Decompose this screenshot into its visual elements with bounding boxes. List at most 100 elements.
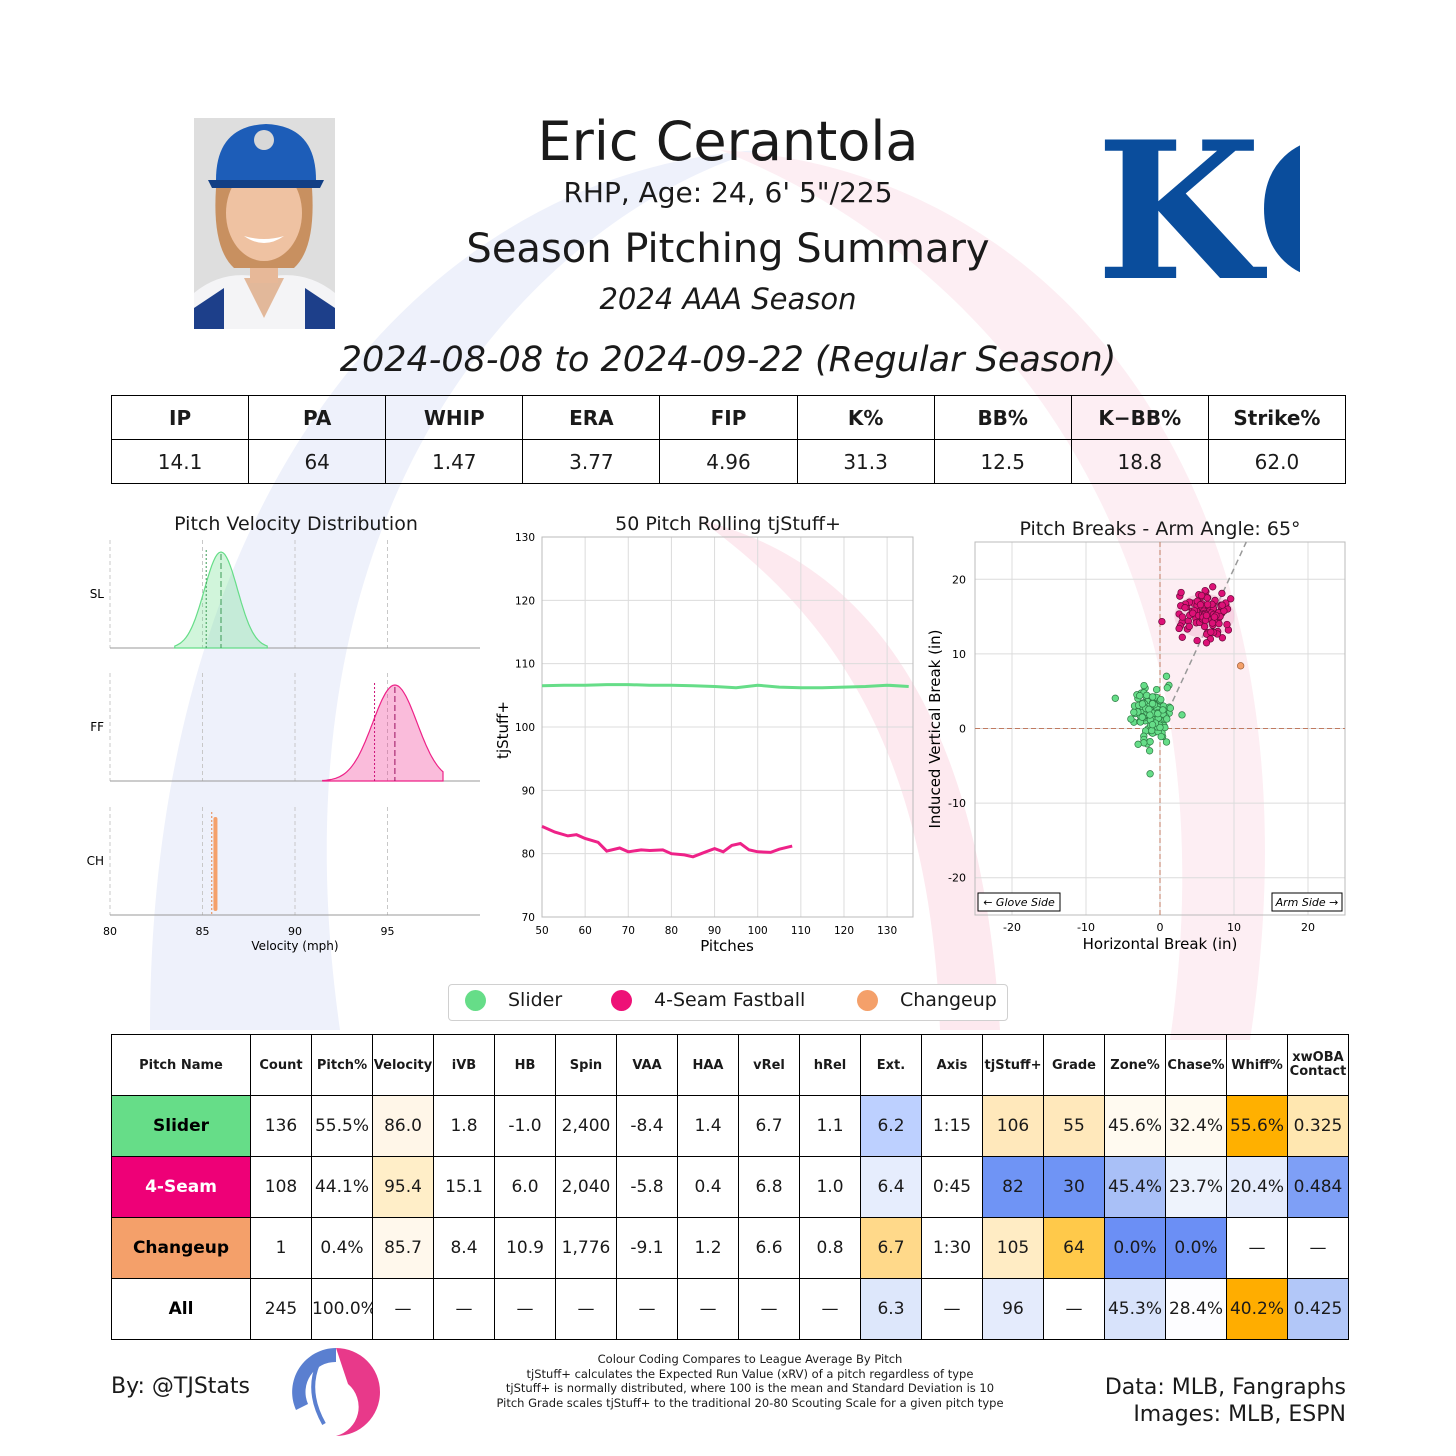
pitch-cell: 2,040	[555, 1156, 617, 1218]
pitch-point	[1146, 770, 1154, 778]
footnote-line: Pitch Grade scales tjStuff+ to the tradi…	[496, 1395, 1004, 1410]
pitch-point	[1134, 740, 1142, 748]
y-tick-label: -10	[948, 797, 966, 810]
pitch-cell: 82	[982, 1156, 1044, 1218]
pitch-cell: 45.6%	[1104, 1095, 1166, 1157]
pitch-cell: 1.1	[799, 1095, 861, 1157]
pitch-point	[1159, 706, 1167, 714]
pitch-point	[1209, 583, 1217, 591]
legend-item-slider: Slider	[465, 989, 562, 1011]
pitch-cell: —	[616, 1278, 678, 1340]
pitch-point	[1162, 672, 1171, 680]
y-tick-label: 80	[522, 849, 535, 861]
pitch-point	[1178, 711, 1186, 719]
column-header: VAA	[616, 1034, 678, 1096]
y-axis-label: tjStuff+	[494, 701, 512, 759]
pitch-cell: 40.2%	[1226, 1278, 1288, 1340]
column-header: Velocity	[372, 1034, 434, 1096]
pitch-cell: 10.9	[494, 1217, 556, 1279]
stats-header: PA	[248, 395, 387, 440]
pitch-cell: 55.6%	[1226, 1095, 1288, 1157]
stats-value: 62.0	[1207, 439, 1347, 484]
stats-value: 1.47	[385, 439, 524, 484]
y-tick-label: 130	[515, 532, 535, 544]
pitch-point	[1148, 700, 1157, 708]
pitch-point	[1207, 628, 1215, 636]
pitch-cell: 106	[982, 1095, 1044, 1157]
pitch-cell: 0.4	[677, 1156, 739, 1218]
pitch-point	[1237, 662, 1245, 670]
annotation-text: ← Glove Side	[983, 896, 1055, 909]
stats-header: BB%	[933, 395, 1072, 440]
pitch-point	[1157, 732, 1165, 741]
x-tick-label: 130	[877, 925, 897, 937]
pitch-point	[1152, 685, 1161, 694]
x-tick-label: 120	[834, 925, 854, 937]
annotation-text: Arm Side →	[1275, 896, 1339, 909]
pitch-cell: 85.7	[372, 1217, 434, 1279]
pitch-cell: 6.7	[860, 1217, 922, 1279]
data-source: Data: MLB, Fangraphs	[1104, 1375, 1346, 1400]
pitch-point	[1218, 601, 1226, 609]
pitch-point	[1130, 708, 1138, 716]
pitch-point	[1193, 636, 1201, 645]
team-logo: KC	[1090, 100, 1407, 328]
x-tick-label: 60	[578, 925, 591, 937]
pitch-row: Slider 136 55.5% 86.0 1.8 -1.0 2,400 -8.4 1.4 6.7…	[111, 1095, 1349, 1157]
pitch-point	[1210, 613, 1219, 621]
pitch-point	[1177, 588, 1185, 597]
legend-item-fastball: 4-Seam Fastball	[611, 989, 805, 1011]
x-tick-label: -10	[1077, 921, 1095, 934]
pitch-point	[1218, 634, 1227, 642]
pitch-cell: 6.7	[738, 1095, 800, 1157]
series-line	[541, 683, 909, 690]
column-header: Spin	[555, 1034, 617, 1096]
footnote-line: Colour Coding Compares to League Average…	[597, 1352, 903, 1366]
pitch-name-cell: Changeup	[111, 1217, 251, 1279]
column-header: Ext.	[860, 1034, 922, 1096]
pitch-point	[1138, 700, 1147, 708]
pitch-point	[1223, 620, 1231, 629]
pitch-breaks-chart: -20 -10 0 10 20 20 10 0 -10 -20 ← Glove Side Arm Si…	[926, 541, 1346, 953]
pitch-point	[1136, 692, 1144, 700]
plot-frame	[541, 536, 914, 918]
pitch-cell: —	[433, 1278, 495, 1340]
pitch-cell: 6.6	[738, 1217, 800, 1279]
y-tick-label: 20	[952, 573, 966, 586]
legend-item-changeup: Changeup	[857, 989, 997, 1011]
column-header: HB	[494, 1034, 556, 1096]
pitch-point	[1146, 738, 1154, 746]
x-tick-label: 0	[1157, 921, 1164, 934]
stats-value: 12.5	[933, 439, 1072, 484]
column-header: Whiff%	[1226, 1034, 1288, 1096]
pitch-row: 4-Seam 108 44.1% 95.4 15.1 6.0 2,040 -5.8 0.4 6.8…	[111, 1156, 1349, 1218]
legend-label: 4-Seam Fastball	[654, 989, 806, 1011]
distribution-curve	[322, 684, 444, 782]
y-tick-label: 100	[515, 722, 535, 734]
pitch-point	[1148, 721, 1157, 729]
pitch-cell: 45.3%	[1104, 1278, 1166, 1340]
stats-header: K%	[796, 395, 935, 440]
pitch-point	[1146, 711, 1154, 719]
column-header: vRel	[738, 1034, 800, 1096]
column-header: Pitch%	[311, 1034, 373, 1096]
glove-side-annotation: ← Glove Side	[977, 892, 1061, 912]
stats-value: 64	[248, 439, 387, 484]
pitch-cell: 0.484	[1287, 1156, 1349, 1218]
column-header: Grade	[1043, 1034, 1105, 1096]
pitch-point	[1127, 715, 1135, 723]
x-tick-label: 70	[622, 925, 635, 937]
pitch-cell: 1:30	[921, 1217, 983, 1279]
column-header: xwOBA Contact	[1287, 1034, 1349, 1096]
pitch-point	[1138, 713, 1146, 721]
pitch-point	[1178, 633, 1186, 641]
pitch-point	[1111, 694, 1119, 702]
column-header: iVB	[433, 1034, 495, 1096]
pitch-cell: 95.4	[372, 1156, 434, 1218]
pitch-point	[1157, 695, 1165, 704]
y-tick-label: 120	[515, 595, 535, 607]
pitch-cell: 96	[982, 1278, 1044, 1340]
y-tick-label: 90	[522, 785, 535, 797]
pitch-point	[1158, 617, 1166, 626]
pitch-point	[1218, 589, 1226, 598]
